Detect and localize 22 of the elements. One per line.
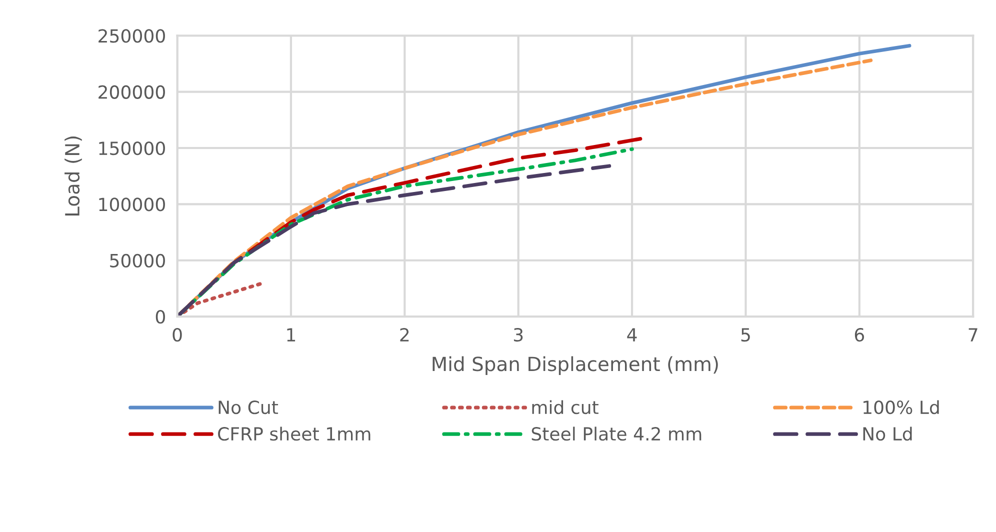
- x-tick-label: 0: [172, 328, 182, 342]
- y-tick-label: 200000: [98, 85, 165, 99]
- x-tick-label: 3: [514, 328, 523, 342]
- y-tick-label: 50000: [110, 254, 165, 268]
- legend-label: No Cut: [218, 400, 278, 414]
- x-tick-label: 2: [400, 328, 409, 342]
- legend-label: CFRP sheet 1mm: [218, 426, 370, 441]
- legend-label: No Ld: [863, 426, 912, 441]
- x-tick-label: 4: [627, 328, 637, 342]
- x-tick-label: 7: [968, 328, 978, 342]
- x-tick-label: 5: [741, 328, 750, 342]
- y-tick-label: 0: [156, 310, 165, 324]
- y-axis-title: Load (N): [64, 136, 82, 216]
- x-axis-title: Mid Span Displacement (mm): [432, 356, 718, 376]
- y-tick-label: 150000: [99, 141, 165, 156]
- y-tick-label: 250000: [98, 29, 165, 43]
- y-tick-label: 100000: [99, 198, 165, 212]
- x-tick-label: 6: [854, 328, 864, 342]
- legend-label: Steel Plate 4.2 mm: [532, 426, 702, 441]
- legend-label: 100% Ld: [864, 400, 939, 414]
- legend-label: mid cut: [532, 400, 598, 414]
- x-tick-label: 1: [287, 328, 296, 342]
